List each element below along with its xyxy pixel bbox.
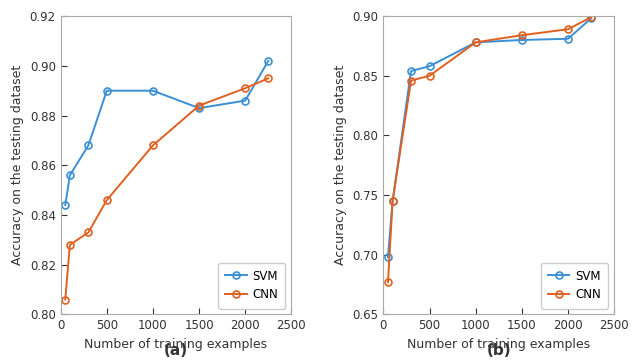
CNN — [241, 86, 249, 90]
CNN — [388, 199, 396, 203]
CNN — [84, 230, 92, 235]
SVM — [518, 38, 525, 42]
CNN — [66, 243, 74, 247]
SVM — [84, 143, 92, 148]
CNN — [195, 104, 203, 108]
X-axis label: Number of training examples: Number of training examples — [84, 338, 268, 351]
SVM — [384, 255, 392, 259]
Line: CNN: CNN — [62, 75, 272, 303]
Legend: SVM, CNN: SVM, CNN — [541, 262, 608, 308]
Text: (b): (b) — [486, 344, 511, 358]
CNN — [149, 143, 157, 148]
SVM — [264, 59, 272, 63]
X-axis label: Number of training examples: Number of training examples — [407, 338, 590, 351]
CNN — [518, 33, 525, 37]
SVM — [241, 98, 249, 103]
Line: SVM: SVM — [62, 58, 272, 209]
CNN — [61, 297, 69, 302]
SVM — [66, 173, 74, 177]
SVM — [103, 89, 111, 93]
Text: (a): (a) — [164, 344, 188, 358]
CNN — [264, 76, 272, 80]
CNN — [384, 280, 392, 285]
Line: CNN: CNN — [385, 14, 595, 286]
SVM — [149, 89, 157, 93]
Legend: SVM, CNN: SVM, CNN — [218, 262, 285, 308]
CNN — [426, 73, 433, 78]
CNN — [472, 40, 479, 45]
CNN — [103, 198, 111, 202]
Y-axis label: Accuracy on the testing dataset: Accuracy on the testing dataset — [11, 65, 24, 265]
SVM — [587, 16, 595, 21]
SVM — [195, 106, 203, 110]
SVM — [564, 37, 572, 41]
SVM — [472, 40, 479, 45]
CNN — [564, 27, 572, 31]
Line: SVM: SVM — [385, 15, 595, 261]
SVM — [61, 203, 69, 207]
CNN — [407, 79, 415, 83]
SVM — [426, 64, 433, 68]
CNN — [587, 15, 595, 20]
Y-axis label: Accuracy on the testing dataset: Accuracy on the testing dataset — [334, 65, 347, 265]
SVM — [388, 199, 396, 203]
SVM — [407, 69, 415, 73]
